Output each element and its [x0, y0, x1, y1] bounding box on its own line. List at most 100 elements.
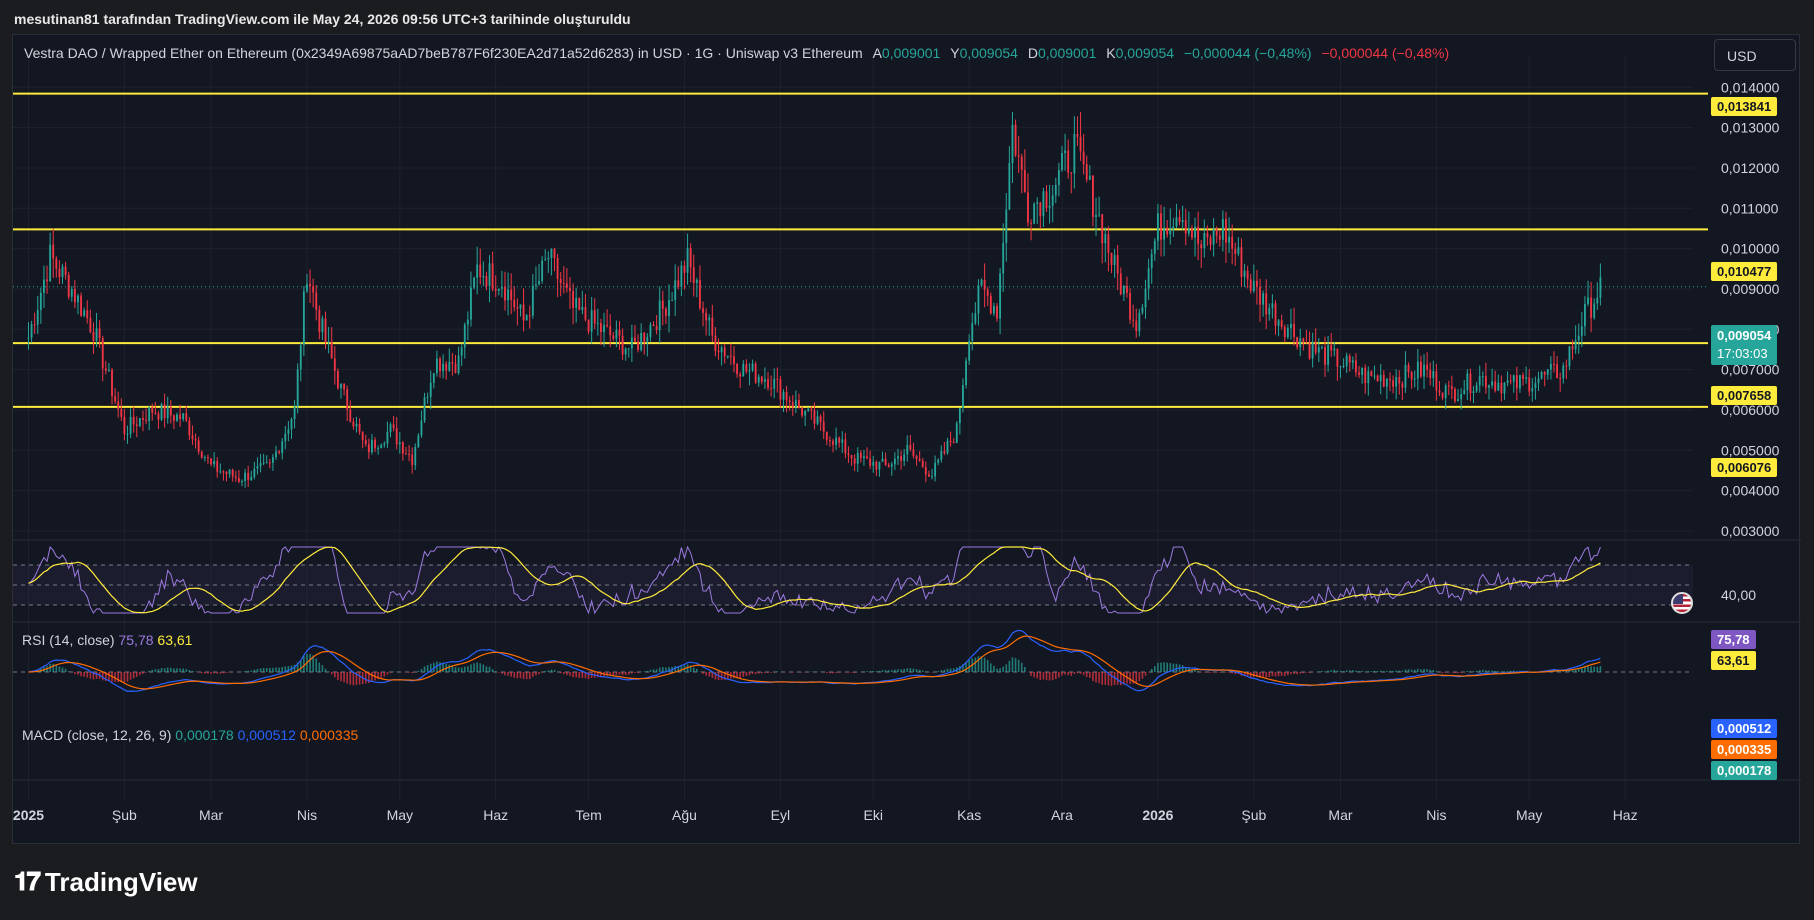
macd-histogram-bar	[739, 672, 741, 679]
macd-histogram-bar	[1321, 670, 1323, 672]
macd-histogram-bar	[1457, 672, 1459, 674]
chart-frame[interactable]: 40,00 0,014000 0,013000 0,012000 0,011000 0,…	[12, 34, 1801, 845]
macd-histogram-bar	[1352, 670, 1354, 672]
chart-canvas[interactable]: 40,00 0,014000 0,013000 0,012000 0,011000 0,…	[13, 35, 1801, 845]
macd-histogram-bar	[1249, 672, 1252, 678]
macd-histogram-bar	[918, 669, 921, 672]
macd-histogram-bar	[1599, 666, 1602, 672]
candle-body	[271, 457, 274, 463]
macd-histogram-bar	[1417, 668, 1419, 672]
macd-histogram-bar	[358, 672, 361, 685]
candle-body	[231, 469, 234, 477]
candle-body	[148, 406, 151, 422]
candle-body	[1042, 191, 1045, 217]
macd-histogram-bar	[364, 672, 367, 684]
macd-histogram-bar	[1157, 662, 1159, 672]
macd-histogram-bar	[1098, 672, 1100, 684]
candle-body	[1355, 360, 1357, 373]
macd-histogram-bar	[1370, 671, 1373, 672]
candle-body	[674, 280, 677, 301]
candle-body	[182, 413, 185, 420]
candle-body	[1531, 388, 1534, 392]
candle-body	[587, 319, 590, 332]
candle-body	[135, 424, 138, 427]
macd-histogram-bar	[600, 672, 602, 678]
candle-body	[1011, 124, 1014, 164]
macd-line-pill: 0,000512	[1711, 719, 1778, 738]
macd-histogram-bar	[312, 655, 314, 672]
candle-body	[717, 350, 720, 353]
macd-histogram-bar	[996, 668, 998, 672]
candle-body	[120, 408, 123, 417]
currency-button[interactable]: USD	[1714, 39, 1796, 71]
candle-body	[423, 397, 426, 421]
macd-histogram-bar	[1355, 670, 1357, 672]
rsi-legend: RSI (14, close) 75,78 63,61	[22, 632, 192, 648]
macd-histogram-bar	[154, 669, 157, 672]
candle-body	[52, 244, 55, 259]
candle-body	[1187, 228, 1190, 234]
macd-histogram-bar	[528, 672, 531, 680]
candle-body	[426, 396, 429, 398]
macd-histogram-bar	[925, 671, 927, 672]
candle-body	[1101, 214, 1104, 244]
candle-body	[729, 355, 732, 357]
candle-body	[804, 410, 807, 416]
rsi-title[interactable]: RSI (14, close)	[22, 632, 115, 648]
candle-body	[1296, 337, 1299, 348]
macd-histogram-bar	[1191, 669, 1193, 672]
macd-histogram-bar	[284, 666, 287, 672]
macd-histogram-bar	[114, 672, 116, 683]
candle-body	[726, 355, 729, 357]
macd-histogram-bar	[377, 672, 379, 680]
us-flag-icon[interactable]	[1671, 592, 1693, 614]
macd-histogram-bar	[501, 672, 503, 674]
candle-body	[872, 461, 875, 466]
candle-body	[225, 471, 228, 475]
macd-histogram-bar	[1067, 672, 1069, 676]
macd-title[interactable]: MACD (close, 12, 26, 9)	[22, 727, 172, 743]
candle-body	[776, 378, 779, 380]
macd-histogram-bar	[1181, 665, 1184, 672]
candle-body	[1070, 172, 1073, 174]
candle-body	[1410, 371, 1413, 380]
macd-histogram-bar	[1348, 670, 1351, 672]
candle-body	[705, 312, 708, 321]
macd-histogram-bar	[1432, 669, 1435, 672]
macd-histogram-bar	[1277, 672, 1280, 677]
macd-histogram-bar	[411, 672, 413, 674]
candle-body	[1336, 348, 1339, 367]
tradingview-logo[interactable]: 𝟏𝟕 TradingView	[14, 866, 198, 898]
candle-body	[293, 406, 296, 420]
time-axis[interactable]: 2025 Şub Mar Nis May Haz Tem Ağu Eyl Eki Kas Ara 202…	[13, 807, 1638, 823]
candle-body	[603, 324, 605, 333]
candle-body	[596, 323, 599, 325]
symbol-title[interactable]: Vestra DAO / Wrapped Ether on Ethereum (…	[24, 45, 863, 61]
macd-histogram-bar	[287, 666, 290, 672]
candle-body	[692, 267, 695, 283]
candle-body	[903, 454, 906, 461]
macd-histogram-bar	[609, 672, 612, 676]
macd-histogram-bar	[1382, 671, 1385, 672]
macd-histogram-bar	[884, 670, 887, 672]
macd-histogram-bar	[1494, 671, 1496, 672]
candle-body	[1153, 240, 1156, 254]
macd-histogram-bar	[977, 656, 980, 672]
macd-histogram-bar	[519, 672, 522, 679]
macd-histogram-bar	[426, 665, 429, 672]
candle-body	[346, 389, 349, 410]
candle-body	[371, 439, 373, 453]
macd-histogram-bar	[479, 663, 482, 672]
candle-body	[1522, 375, 1524, 379]
candle-body	[333, 358, 336, 371]
candle-body	[1293, 323, 1295, 338]
candle-body	[1358, 372, 1360, 375]
macd-histogram-bar	[337, 672, 339, 680]
candle-body	[921, 460, 924, 468]
macd-histogram-bar	[204, 672, 206, 674]
candle-body	[909, 445, 912, 450]
macd-histogram-bar	[1163, 662, 1165, 672]
macd-histogram-bar	[1287, 672, 1289, 676]
candle-body	[1088, 175, 1091, 180]
macd-signal-pill: 0,000335	[1711, 740, 1778, 759]
